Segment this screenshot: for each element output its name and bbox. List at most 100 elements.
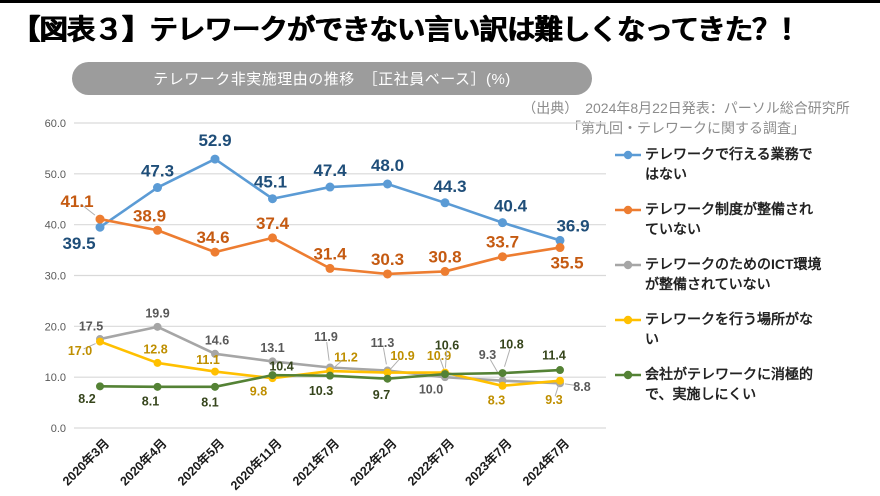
page-title: 【図表３】テレワークができない言い訳は難しくなってきた？！ <box>12 14 808 45</box>
data-point <box>211 349 219 358</box>
value-label: 44.3 <box>433 177 466 196</box>
legend-label: テレワークを行う場所がない <box>645 311 813 347</box>
legend-item-3: テレワークを行う場所がない <box>614 309 870 349</box>
value-label: 13.1 <box>260 341 284 355</box>
data-point <box>383 374 392 383</box>
label-leader-line <box>83 343 96 350</box>
value-label: 47.4 <box>313 161 347 180</box>
value-label: 9.8 <box>250 385 267 399</box>
source-line-2: 「第九回・テレワークに関する調査」 <box>567 120 805 136</box>
source-citation: （出典） 2024年8月22日発表：パーソル総合研究所 「第九回・テレワークに関… <box>492 98 880 138</box>
data-point <box>95 222 105 232</box>
legend-line-dot-marker <box>615 315 641 325</box>
x-axis-tick-label: 2022年7月 <box>404 436 457 489</box>
data-point <box>95 214 105 224</box>
value-label: 10.6 <box>435 339 459 353</box>
x-axis-tick-label: 2022年2月 <box>347 436 400 489</box>
value-label: 52.9 <box>198 131 231 150</box>
y-axis-tick-label: 50.0 <box>45 169 66 181</box>
value-label: 8.1 <box>142 394 159 408</box>
value-label: 35.5 <box>550 254 583 273</box>
value-label: 11.3 <box>371 336 395 350</box>
label-leader-line <box>80 203 96 216</box>
value-label: 10.3 <box>309 384 333 398</box>
value-label: 10.8 <box>499 338 523 352</box>
value-label: 11.9 <box>314 330 338 344</box>
value-label: 8.3 <box>488 393 505 407</box>
value-label: 34.6 <box>196 228 229 247</box>
value-label: 11.4 <box>542 349 566 363</box>
value-label: 10.0 <box>419 383 443 397</box>
label-leader-line <box>504 349 511 367</box>
y-axis-tick-label: 40.0 <box>45 220 66 232</box>
data-point <box>555 243 565 253</box>
label-leader-line <box>326 342 330 361</box>
y-axis-tick-label: 30.0 <box>45 271 66 283</box>
data-point <box>268 357 277 366</box>
label-leader-line <box>382 347 387 365</box>
label-leader-line <box>554 384 560 397</box>
value-label: 8.2 <box>78 392 95 406</box>
y-axis-tick-label: 0.0 <box>51 423 66 435</box>
data-point <box>96 382 104 391</box>
chart-legend: テレワークで行える業務ではないテレワーク制度が整備されていない テレワークのための… <box>614 144 870 419</box>
value-label: 10.4 <box>269 360 293 374</box>
data-point <box>153 322 162 331</box>
label-leader-line <box>444 350 448 368</box>
legend-line-dot-marker <box>615 370 641 380</box>
value-label: 33.7 <box>486 233 519 252</box>
data-point <box>441 370 449 379</box>
data-point <box>325 182 335 192</box>
legend-item-0: テレワークで行える業務ではない <box>614 144 870 184</box>
data-point <box>96 337 104 346</box>
value-label: 9.7 <box>373 388 390 402</box>
value-label: 8.1 <box>201 395 218 409</box>
legend-item-2: テレワークのためのICT環境が整備されていない <box>614 254 870 294</box>
value-label: 48.0 <box>371 156 404 175</box>
source-line-1: （出典） 2024年8月22日発表：パーソル総合研究所 <box>522 100 850 116</box>
value-label: 41.1 <box>60 192 93 211</box>
label-leader-line <box>439 358 445 370</box>
value-label: 30.8 <box>428 247 461 266</box>
y-axis-tick-label: 60.0 <box>45 118 66 130</box>
data-point <box>555 235 565 245</box>
data-point <box>268 233 277 243</box>
value-label: 12.8 <box>143 342 167 356</box>
value-label: 19.9 <box>145 306 169 320</box>
value-label: 9.3 <box>479 348 496 362</box>
value-label: 30.3 <box>371 250 404 269</box>
data-point <box>153 183 162 193</box>
data-point <box>383 269 392 279</box>
value-label: 14.6 <box>205 333 229 347</box>
x-axis-tick-label: 2021年7月 <box>289 436 342 489</box>
series-3: 17.0 12.8 11.1 9.8 11.2 10.9 10.9 8.3 9.3 <box>68 337 564 407</box>
line-chart: 0.0 10.0 20.0 30.0 40.0 50.0 60.0 2020年3月 2020年4… <box>45 118 606 493</box>
legend-label: テレワークで行える業務ではない <box>645 146 813 182</box>
data-point <box>556 366 564 375</box>
value-label: 10.9 <box>390 349 414 363</box>
label-leader-line <box>564 383 579 387</box>
legend-line-dot-marker <box>615 150 641 160</box>
data-point <box>383 368 392 377</box>
value-label: 38.9 <box>133 206 166 225</box>
label-leader-line <box>333 359 344 369</box>
data-point <box>440 198 450 208</box>
data-point <box>268 371 277 380</box>
data-point <box>211 382 219 391</box>
series-0: 39.5 47.3 52.9 45.1 47.4 48.0 44.3 40.4 36.9 <box>62 131 589 253</box>
data-point <box>440 266 450 276</box>
data-point <box>153 358 162 367</box>
value-label: 11.1 <box>196 353 220 367</box>
legend-item-1: テレワーク制度が整備されていない <box>614 199 870 239</box>
data-point <box>153 225 162 235</box>
legend-line-dot-marker <box>615 205 641 215</box>
value-label: 8.8 <box>573 380 590 394</box>
series-1: 41.1 38.9 34.6 37.4 31.4 30.3 30.8 33.7 35.5 <box>60 192 584 279</box>
x-axis-tick-label: 2020年4月 <box>117 436 170 489</box>
data-point <box>325 263 335 273</box>
legend-line-dot-marker <box>615 260 641 270</box>
data-point <box>498 381 507 390</box>
value-label: 9.3 <box>545 393 562 407</box>
value-label: 10.9 <box>427 349 451 363</box>
